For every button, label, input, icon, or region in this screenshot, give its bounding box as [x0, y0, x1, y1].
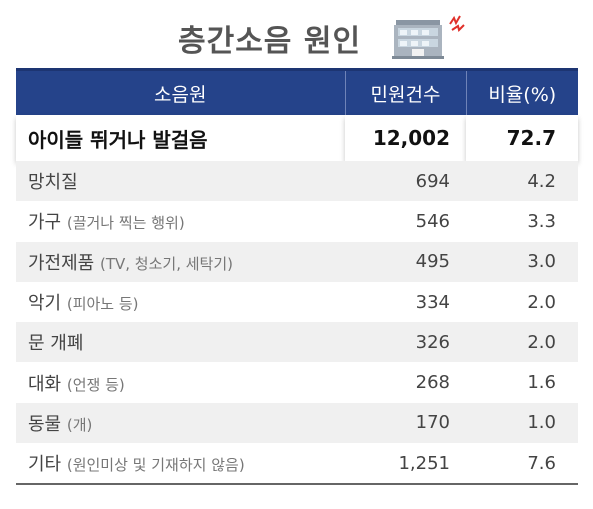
row-percent: 72.7 [466, 115, 578, 161]
source-label: 악기 [28, 293, 62, 315]
row-count: 546 [415, 210, 450, 232]
source-note: (원인미상 및 기재하지 않음) [66, 456, 245, 475]
building-icon [392, 15, 465, 59]
table-row: 대화 (언쟁 등) 268 1.6 [16, 362, 578, 402]
table-header-row: 소음원 민원건수 비율(%) [16, 68, 578, 115]
row-source: 동물 (개) [16, 402, 345, 444]
row-percent: 3.3 [527, 210, 556, 232]
table-row: 가구 (끌거나 찍는 행위) 546 3.3 [16, 201, 578, 241]
row-source: 악기 (피아노 등) [16, 282, 345, 322]
source-label: 동물 [28, 413, 62, 435]
row-count: 268 [415, 372, 450, 394]
row-source: 가전제품 (TV, 청소기, 세탁기) [16, 241, 345, 282]
row-source: 가구 (끌거나 찍는 행위) [16, 201, 345, 241]
page-title: 층간소음 원인 [178, 24, 362, 59]
source-label: 가전제품 [28, 252, 95, 274]
row-percent: 1.6 [527, 372, 556, 394]
source-label: 기타 [28, 454, 62, 476]
table-row: 악기 (피아노 등) 334 2.0 [16, 282, 578, 322]
row-percent: 2.0 [527, 291, 556, 313]
table-row: 가전제품 (TV, 청소기, 세탁기) 495 3.0 [16, 241, 578, 282]
row-percent: 2.0 [466, 322, 578, 363]
source-note: (피아노 등) [66, 295, 139, 314]
row-count: 1,251 [345, 443, 466, 486]
noise-source-table: 소음원 민원건수 비율(%) 아이들 뛰거나 발걸음 12,002 72.7 망… [16, 68, 578, 486]
row-percent: 7.6 [466, 443, 578, 486]
row-percent: 4.2 [466, 161, 578, 202]
row-source: 기타 (원인미상 및 기재하지 않음) [16, 443, 345, 486]
source-note: (개) [66, 415, 93, 434]
source-label: 아이들 뛰거나 발걸음 [28, 127, 208, 152]
source-note: (TV, 청소기, 세탁기) [99, 254, 233, 273]
table-row: 동물 (개) 170 1.0 [16, 402, 578, 444]
source-note: (끌거나 찍는 행위) [66, 214, 185, 233]
source-label: 문 개폐 [28, 333, 84, 355]
row-source: 아이들 뛰거나 발걸음 [16, 115, 345, 161]
row-count: 170 [345, 402, 466, 444]
table-row: 기타 (원인미상 및 기재하지 않음) 1,251 7.6 [16, 443, 578, 486]
row-source: 망치질 [16, 161, 345, 202]
row-source: 문 개폐 [16, 322, 345, 363]
row-source: 대화 (언쟁 등) [16, 362, 345, 402]
row-count: 495 [345, 241, 466, 282]
row-count: 334 [415, 291, 450, 313]
table-row: 망치질 694 4.2 [16, 161, 578, 202]
row-percent: 1.0 [466, 402, 578, 444]
row-count: 12,002 [345, 115, 466, 161]
table-row: 문 개폐 326 2.0 [16, 322, 578, 363]
row-count: 694 [345, 161, 466, 202]
source-label: 대화 [28, 373, 62, 395]
source-label: 가구 [28, 212, 62, 234]
col-header-percent: 비율(%) [466, 68, 578, 115]
table-row-top: 아이들 뛰거나 발걸음 12,002 72.7 [16, 115, 578, 161]
row-count: 326 [345, 322, 466, 363]
title-area: 층간소음 원인 [0, 0, 593, 66]
source-note: (언쟁 등) [66, 375, 125, 394]
source-label: 망치질 [28, 172, 78, 194]
row-percent: 3.0 [466, 241, 578, 282]
col-header-source: 소음원 [16, 68, 346, 115]
col-header-count: 민원건수 [345, 68, 467, 115]
